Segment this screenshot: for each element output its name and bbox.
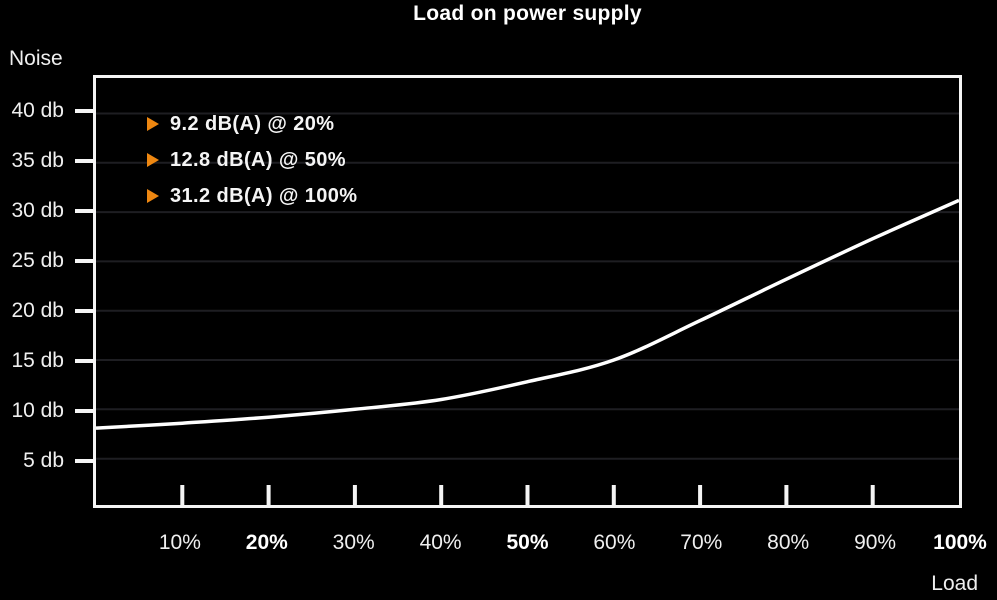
noise-curve-chart xyxy=(96,112,959,505)
triangle-marker-icon xyxy=(147,117,159,131)
plot-area xyxy=(93,75,962,508)
chart-title: Load on power supply xyxy=(413,2,642,25)
y-tick-label: 10 db xyxy=(11,399,64,422)
y-tick-mark xyxy=(75,259,94,263)
y-axis-title: Noise xyxy=(9,47,63,70)
y-tick-label: 30 db xyxy=(11,199,64,222)
annotation-text: 31.2 dB(A) @ 100% xyxy=(170,184,358,207)
legend-row: 31.2 dB(A) @ 100% xyxy=(147,178,357,214)
legend-row: 12.8 dB(A) @ 50% xyxy=(147,142,357,178)
x-axis-title: Load xyxy=(931,572,978,595)
triangle-marker-icon xyxy=(147,153,159,167)
x-tick-label: 20% xyxy=(245,531,288,554)
annotation-text: 12.8 dB(A) @ 50% xyxy=(170,148,346,171)
x-tick-label: 90% xyxy=(854,531,897,554)
annotation-text: 9.2 dB(A) @ 20% xyxy=(170,112,335,135)
x-tick-label: 70% xyxy=(680,531,723,554)
x-tick-label: 10% xyxy=(158,531,201,554)
y-tick-label: 35 db xyxy=(11,149,64,172)
y-tick-mark xyxy=(75,209,94,213)
y-tick-label: 40 db xyxy=(11,99,64,122)
y-tick-mark xyxy=(75,409,94,413)
y-tick-mark xyxy=(75,159,94,163)
triangle-marker-icon xyxy=(147,189,159,203)
x-tick-label: 40% xyxy=(419,531,462,554)
x-tick-label: 30% xyxy=(332,531,375,554)
y-tick-mark xyxy=(75,359,94,363)
y-tick-mark xyxy=(75,109,94,113)
y-tick-mark xyxy=(75,309,94,313)
x-tick-label: 80% xyxy=(767,531,810,554)
legend-row: 9.2 dB(A) @ 20% xyxy=(147,106,357,142)
annotation-legend: 9.2 dB(A) @ 20% 12.8 dB(A) @ 50% 31.2 dB… xyxy=(147,106,357,214)
x-tick-label: 100% xyxy=(933,531,987,554)
y-tick-label: 20 db xyxy=(11,299,64,322)
y-tick-mark xyxy=(75,459,94,463)
x-tick-label: 60% xyxy=(593,531,636,554)
y-tick-label: 15 db xyxy=(11,349,64,372)
y-tick-label: 25 db xyxy=(11,249,64,272)
y-tick-label: 5 db xyxy=(23,449,64,472)
x-tick-label: 50% xyxy=(506,531,549,554)
